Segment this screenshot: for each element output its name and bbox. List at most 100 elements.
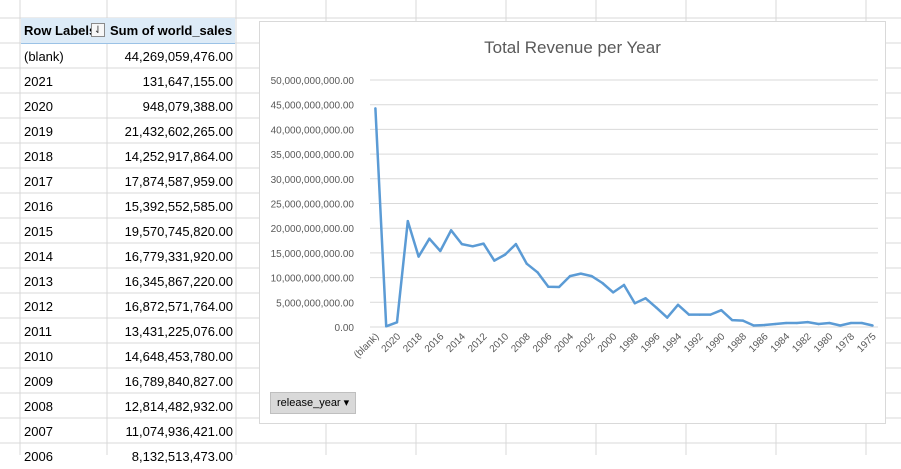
pivot-row[interactable]: 2013 16,345,867,220.00	[21, 269, 235, 294]
data-point[interactable]	[741, 319, 745, 322]
data-point[interactable]	[622, 283, 626, 287]
pivot-row[interactable]: 2018 14,252,917,864.00	[21, 144, 235, 169]
data-point[interactable]	[449, 229, 453, 232]
pivot-row[interactable]: 2014 16,779,331,920.00	[21, 244, 235, 269]
data-point[interactable]	[720, 309, 723, 312]
data-point[interactable]	[871, 324, 874, 327]
data-point[interactable]	[655, 306, 658, 309]
data-point[interactable]	[514, 242, 518, 246]
data-point[interactable]	[611, 291, 615, 294]
data-point[interactable]	[374, 107, 377, 110]
data-point[interactable]	[568, 274, 572, 278]
row-value: 17,874,587,959.00	[124, 174, 233, 189]
data-point[interactable]	[676, 303, 680, 306]
row-value: 16,872,571,764.00	[124, 299, 233, 314]
row-value: 14,252,917,864.00	[124, 149, 233, 164]
y-tick-label: 40,000,000,000.00	[271, 125, 355, 136]
data-point[interactable]	[493, 259, 496, 262]
data-point[interactable]	[428, 237, 431, 240]
data-point[interactable]	[828, 321, 831, 325]
y-tick-label: 10,000,000,000.00	[271, 274, 355, 285]
row-labels-header[interactable]: Row Labels	[24, 23, 97, 38]
data-point[interactable]	[860, 321, 863, 325]
x-tick-label: 2012	[466, 331, 490, 355]
pivot-row[interactable]: 2017 17,874,587,959.00	[21, 169, 235, 194]
data-point[interactable]	[439, 249, 442, 253]
pivot-row[interactable]: 2009 16,789,840,827.00	[21, 369, 235, 394]
data-point[interactable]	[471, 245, 474, 248]
data-point[interactable]	[525, 262, 528, 265]
row-label: 2011	[24, 324, 52, 339]
data-point[interactable]	[795, 321, 799, 325]
data-point[interactable]	[547, 285, 550, 289]
data-point[interactable]	[698, 313, 701, 316]
data-point[interactable]	[709, 313, 712, 316]
data-point[interactable]	[666, 316, 669, 319]
pivot-row[interactable]: 2019 21,432,602,265.00	[21, 119, 235, 144]
pivot-header-row: Row Labels ⇃ Sum of world_sales	[21, 18, 235, 44]
row-label: 2006	[24, 449, 53, 464]
data-point[interactable]	[406, 219, 410, 223]
data-point[interactable]	[557, 285, 561, 289]
pivot-row[interactable]: 2007 11,074,936,421.00	[21, 419, 235, 444]
pivot-row[interactable]: 2006 8,132,513,473.00	[21, 444, 235, 469]
pivot-row[interactable]: 2015 19,570,745,820.00	[21, 219, 235, 244]
release-year-field-button[interactable]: release_year ▾	[270, 392, 357, 414]
data-point[interactable]	[687, 313, 691, 316]
pivot-row[interactable]: 2010 14,648,453,780.00	[21, 344, 235, 369]
data-point[interactable]	[590, 274, 593, 278]
data-point[interactable]	[395, 321, 399, 324]
x-tick-label: 1992	[682, 331, 706, 355]
data-point[interactable]	[385, 325, 388, 328]
data-point[interactable]	[774, 322, 777, 326]
revenue-series-line[interactable]	[374, 108, 873, 328]
x-tick-label: 1994	[661, 331, 685, 355]
data-point[interactable]	[730, 318, 734, 322]
pivot-row[interactable]: 2016 15,392,552,585.00	[21, 194, 235, 219]
data-point[interactable]	[482, 242, 485, 245]
data-point[interactable]	[838, 324, 842, 327]
pivot-row[interactable]: (blank) 44,269,059,476.00	[21, 44, 235, 69]
x-tick-label: 2010	[488, 331, 512, 355]
data-point[interactable]	[806, 320, 809, 324]
data-point[interactable]	[752, 324, 755, 327]
data-point[interactable]	[784, 321, 788, 325]
y-tick-label: 30,000,000,000.00	[271, 175, 355, 186]
y-tick-label: 45,000,000,000.00	[271, 101, 355, 112]
row-label: 2010	[24, 349, 53, 364]
row-label: 2008	[24, 399, 53, 414]
row-value: 44,269,059,476.00	[124, 49, 233, 64]
row-value: 16,345,867,220.00	[124, 274, 233, 289]
x-tick-label: 2018	[401, 331, 425, 355]
x-tick-label: 1975	[855, 331, 879, 355]
data-point[interactable]	[633, 302, 637, 305]
chart-title: Total Revenue per Year	[484, 38, 661, 57]
data-point[interactable]	[536, 271, 539, 274]
data-point[interactable]	[460, 242, 464, 246]
x-tick-label: 1986	[747, 331, 771, 355]
data-point[interactable]	[601, 281, 604, 285]
x-tick-label: 1980	[812, 331, 836, 355]
row-label: 2019	[24, 124, 53, 139]
pivot-row[interactable]: 2012 16,872,571,764.00	[21, 294, 235, 319]
row-label: 2018	[24, 149, 53, 164]
pivot-row[interactable]: 2020 948,079,388.00	[21, 94, 235, 119]
pivot-row[interactable]: 2008 12,814,482,932.00	[21, 394, 235, 419]
row-value: 21,432,602,265.00	[124, 124, 233, 139]
pivot-row[interactable]: 2021 131,647,155.00	[21, 69, 235, 94]
data-point[interactable]	[417, 255, 420, 258]
y-tick-label: 50,000,000,000.00	[271, 76, 355, 87]
sum-world-sales-header[interactable]: Sum of world_sales	[110, 23, 233, 38]
data-point[interactable]	[763, 323, 766, 327]
revenue-chart[interactable]: Total Revenue per Year 0.00 5,000,000,000…	[259, 21, 886, 424]
data-point[interactable]	[579, 272, 582, 275]
data-point[interactable]	[849, 321, 853, 325]
pivot-row[interactable]: 2011 13,431,225,076.00	[21, 319, 235, 344]
sort-filter-icon[interactable]: ⇃	[91, 23, 105, 37]
data-point[interactable]	[503, 253, 507, 256]
data-point[interactable]	[817, 322, 820, 326]
x-tick-label: 1982	[790, 331, 814, 355]
row-value: 131,647,155.00	[142, 74, 233, 89]
data-point[interactable]	[644, 297, 647, 300]
y-tick-label: 5,000,000,000.00	[276, 298, 354, 309]
